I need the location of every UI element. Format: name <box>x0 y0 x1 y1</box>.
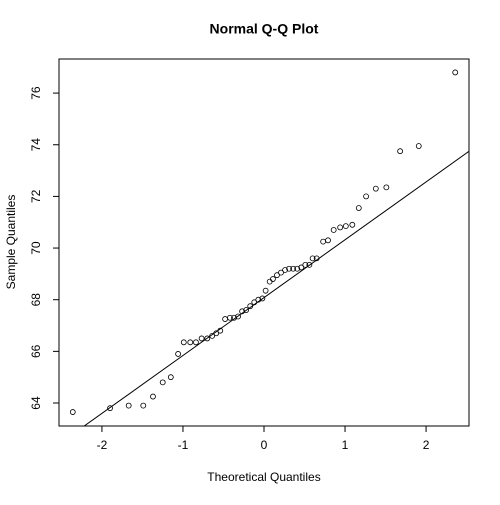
point <box>270 276 276 282</box>
point <box>337 224 344 231</box>
y-tick-label: 66 <box>29 344 43 358</box>
x-tick-label: -2 <box>97 438 108 452</box>
y-tick-label: 64 <box>29 396 43 410</box>
y-axis-title: Sample Quantiles <box>4 195 18 290</box>
x-tick-label: -1 <box>178 438 189 452</box>
point <box>309 255 316 262</box>
point <box>274 272 280 279</box>
point <box>325 237 331 244</box>
point <box>383 184 390 191</box>
point <box>278 269 284 276</box>
chart-title: Normal Q-Q Plot <box>210 21 319 37</box>
point <box>140 402 147 409</box>
point <box>298 264 305 271</box>
point <box>266 278 273 285</box>
point <box>227 314 233 321</box>
point <box>217 327 224 334</box>
point <box>306 261 313 268</box>
point <box>239 308 246 315</box>
point <box>193 339 199 346</box>
y-tick-label: 72 <box>29 189 43 203</box>
y-tick-label: 74 <box>29 138 43 152</box>
point <box>302 261 309 268</box>
point <box>243 307 250 313</box>
point <box>231 314 237 321</box>
point <box>363 193 369 200</box>
x-tick-label: 0 <box>261 438 268 452</box>
y-tick-label: 76 <box>29 86 43 100</box>
point <box>247 303 254 310</box>
plot-frame <box>58 58 470 427</box>
point <box>330 227 337 233</box>
point <box>175 351 182 357</box>
point <box>159 379 166 386</box>
point <box>286 265 293 272</box>
point <box>372 185 379 192</box>
x-tick-label: 2 <box>423 438 430 452</box>
point <box>204 335 211 342</box>
y-tick-label: 70 <box>29 241 43 255</box>
point <box>262 287 269 294</box>
point <box>107 405 113 412</box>
point <box>415 143 422 149</box>
point <box>180 339 187 346</box>
point <box>294 265 301 272</box>
point <box>213 330 220 337</box>
point <box>235 313 241 320</box>
x-axis-title: Theoretical Quantiles <box>207 470 320 484</box>
point <box>355 205 362 211</box>
point <box>313 255 320 262</box>
point <box>349 221 356 228</box>
point <box>397 148 404 155</box>
point <box>198 335 205 342</box>
point <box>259 295 266 302</box>
point <box>290 265 297 272</box>
point <box>209 332 216 339</box>
point <box>187 339 194 346</box>
point <box>342 223 349 229</box>
point <box>251 299 258 306</box>
point <box>282 267 288 273</box>
point <box>222 316 229 322</box>
point <box>255 296 262 303</box>
point <box>69 409 76 415</box>
point <box>150 393 156 400</box>
point <box>167 374 174 381</box>
reference-line <box>83 150 469 426</box>
point <box>320 238 327 245</box>
point <box>452 69 459 76</box>
x-tick-label: 1 <box>342 438 349 452</box>
y-tick-label: 68 <box>29 293 43 307</box>
point <box>125 402 132 409</box>
